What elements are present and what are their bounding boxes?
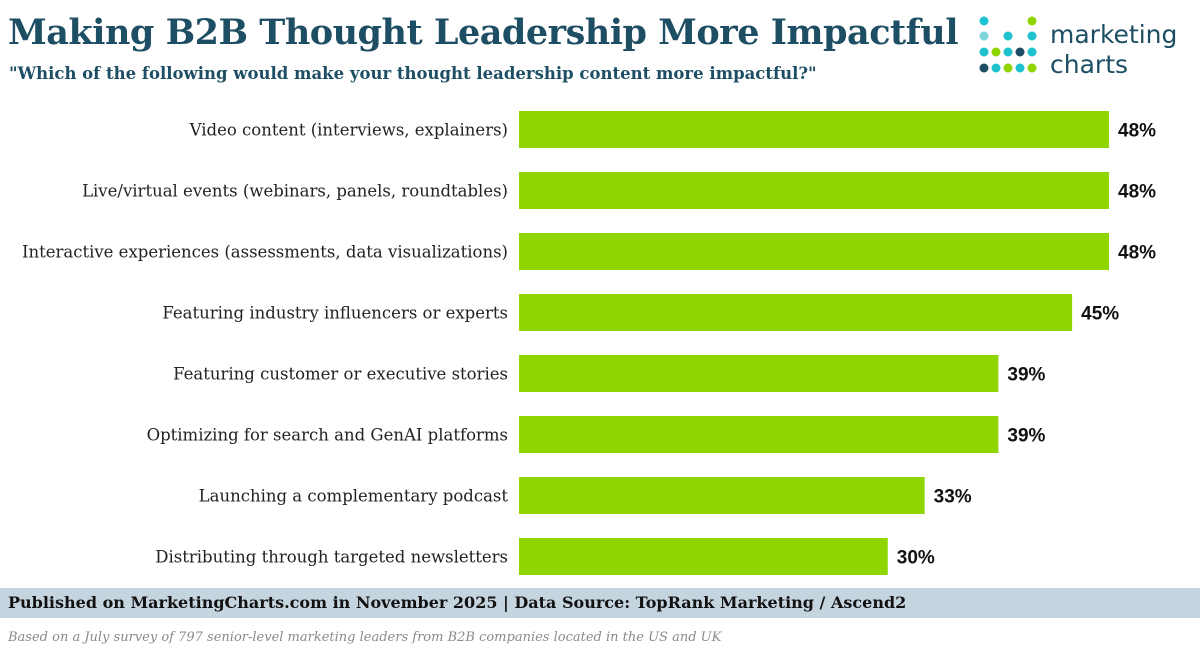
bar-chart: Video content (interviews, explainers) 48… (22, 111, 1156, 575)
footer-note: Based on a July survey of 797 senior-lev… (8, 630, 722, 645)
bar (519, 233, 1109, 270)
category-label: Optimizing for search and GenAI platform… (147, 426, 508, 445)
value-label: 39% (1007, 365, 1045, 386)
category-label: Distributing through targeted newsletter… (155, 548, 508, 567)
value-label: 45% (1081, 304, 1119, 325)
bar (519, 172, 1109, 209)
bar (519, 538, 888, 575)
bar (519, 416, 999, 453)
bar (519, 294, 1073, 331)
value-label: 33% (934, 487, 972, 508)
logo-dots-icon (979, 16, 1037, 73)
value-label: 39% (1007, 426, 1045, 447)
category-label: Video content (interviews, explainers) (189, 121, 508, 140)
bar (519, 111, 1109, 148)
marketingcharts-logo: marketing charts (978, 14, 1193, 78)
chart-title: Making B2B Thought Leadership More Impac… (8, 12, 959, 53)
value-label: 48% (1118, 121, 1156, 142)
bar (519, 477, 925, 514)
category-label: Live/virtual events (webinars, panels, r… (82, 182, 508, 201)
category-label: Featuring customer or executive stories (173, 365, 508, 384)
value-label: 48% (1118, 243, 1156, 264)
category-label: Launching a complementary podcast (199, 487, 509, 506)
category-label: Interactive experiences (assessments, da… (22, 243, 508, 262)
category-label: Featuring industry influencers or expert… (162, 304, 508, 323)
value-label: 30% (897, 548, 935, 569)
chart-subtitle: "Which of the following would make your … (9, 64, 817, 83)
logo-text-charts: charts (1050, 50, 1129, 79)
value-label: 48% (1118, 182, 1156, 203)
bar (519, 355, 999, 392)
logo-text-marketing: marketing (1050, 20, 1178, 49)
footer-source: Published on MarketingCharts.com in Nove… (8, 593, 907, 612)
footer-band: Published on MarketingCharts.com in Nove… (0, 588, 1200, 618)
